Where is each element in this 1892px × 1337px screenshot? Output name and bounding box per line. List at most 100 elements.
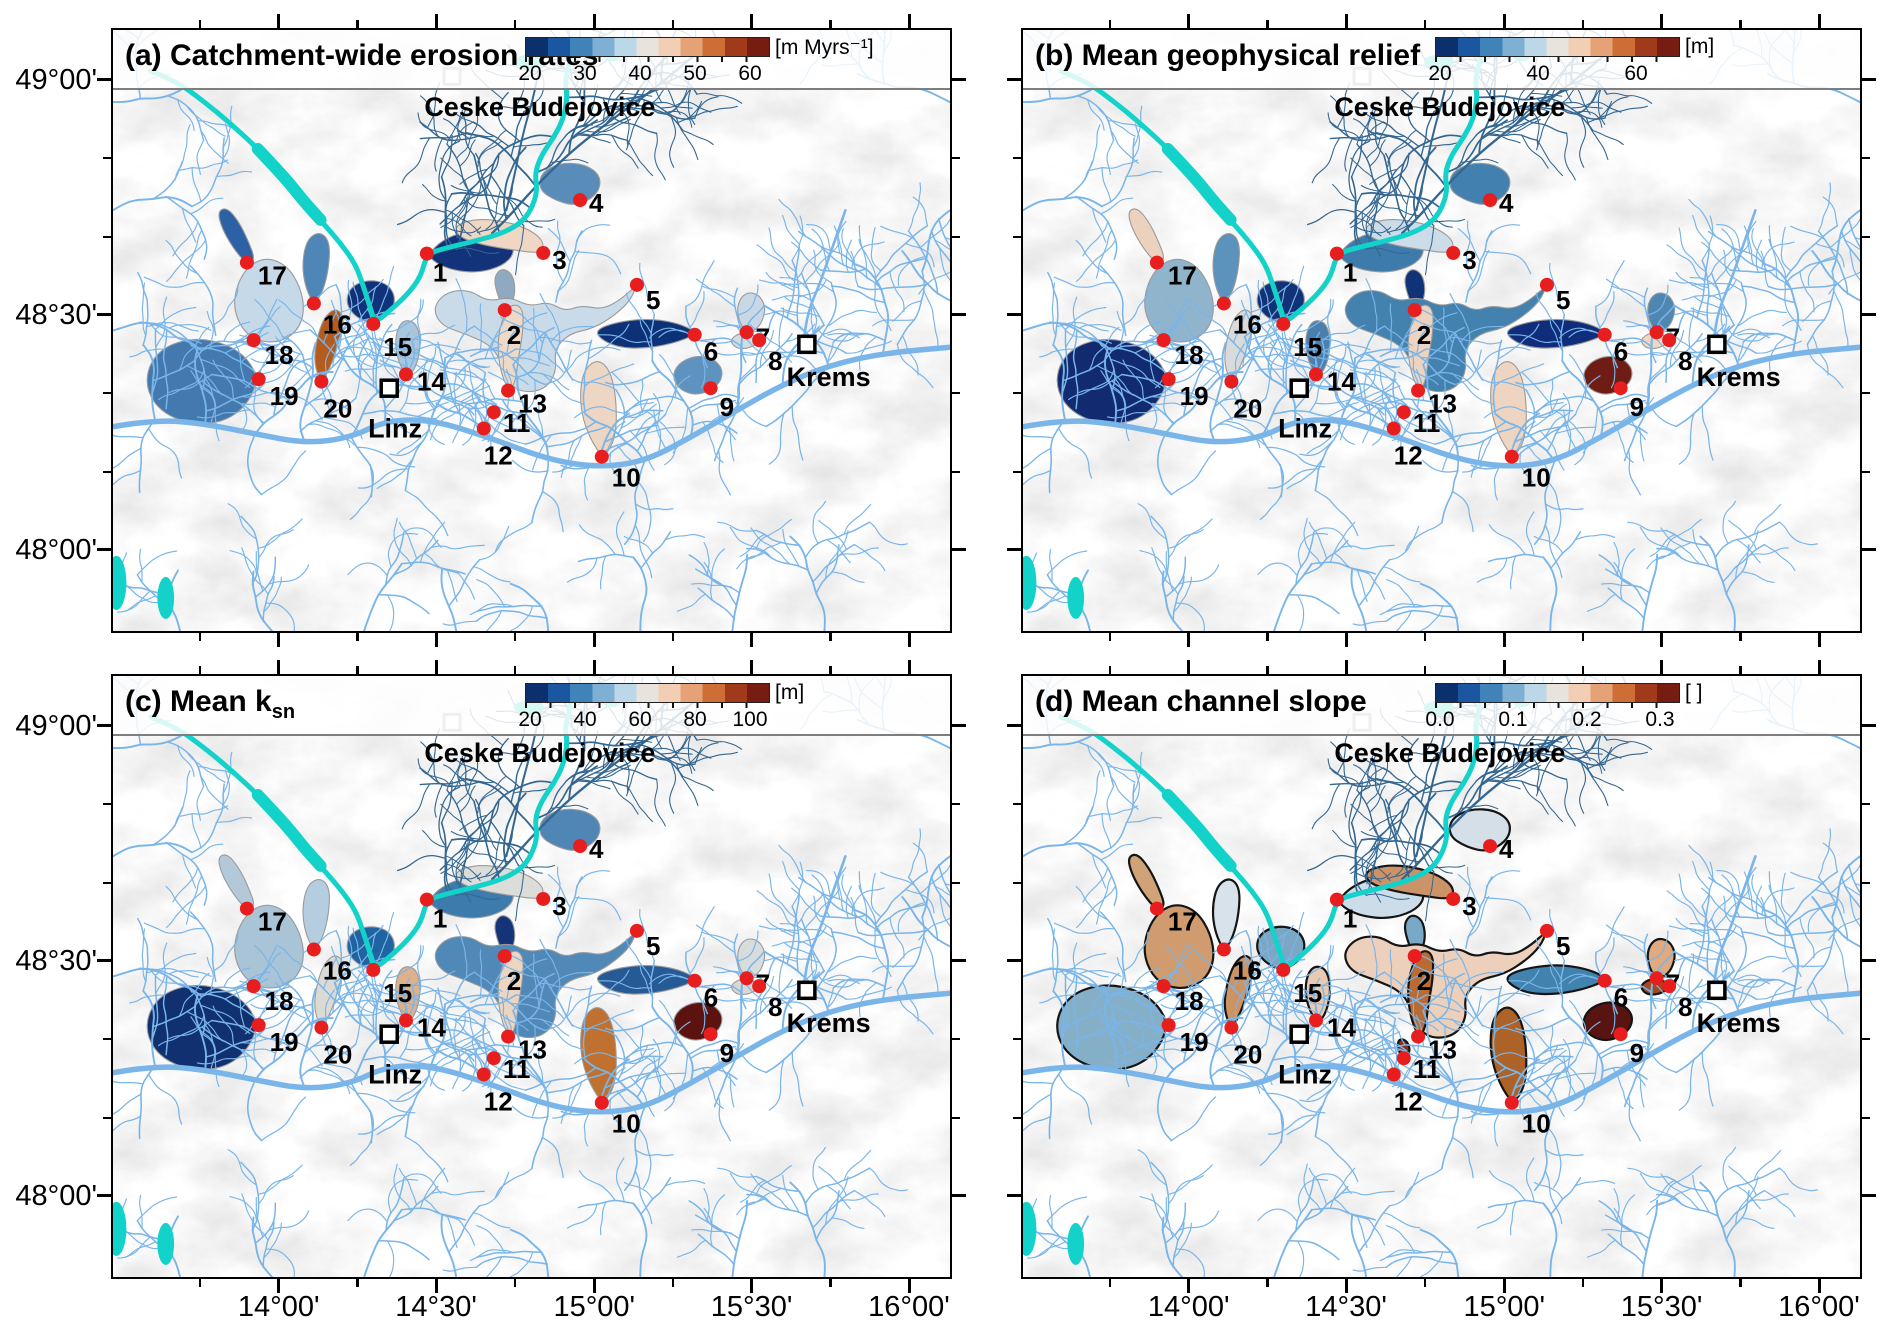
sample-point-label-10: 10 [1522, 1109, 1551, 1139]
axis-tick [592, 633, 596, 647]
axis-tick [1266, 633, 1269, 641]
axis-tick [1862, 1037, 1870, 1041]
axis-tick [1266, 666, 1269, 674]
sample-point-dot-1 [419, 892, 434, 907]
lake [1067, 576, 1085, 619]
axis-tick [103, 802, 111, 806]
axis-tick [513, 666, 517, 674]
axis-tick [952, 881, 960, 884]
axis-tick [1660, 660, 1664, 674]
axis-tick [592, 660, 596, 674]
axis-tick [103, 881, 111, 884]
sample-point-label-8: 8 [1678, 346, 1692, 376]
sample-point-label-9: 9 [720, 392, 734, 422]
sample-point-dot-16 [1216, 296, 1231, 311]
sample-point-dot-3 [536, 891, 551, 906]
sample-point-dot-6 [1597, 973, 1612, 988]
axis-tick [1007, 548, 1021, 552]
sample-point-label-8: 8 [768, 346, 782, 376]
sample-point-dot-4 [573, 839, 588, 854]
catchment-4 [1449, 162, 1511, 205]
vltava-river [148, 682, 575, 969]
axis-tick [1013, 1116, 1021, 1119]
sample-point-dot-13 [501, 383, 516, 398]
sample-point-label-11: 11 [1413, 1054, 1441, 1084]
title-band-a: (a) Catchment-wide erosion rates 20 30 40 50… [113, 30, 950, 90]
sample-point-label-6: 6 [704, 337, 718, 367]
x-axis-label-0: 14°00' [237, 1291, 320, 1323]
axis-tick [671, 20, 675, 28]
axis-tick [907, 633, 911, 647]
sample-point-label-20: 20 [323, 394, 352, 424]
colorbar-tick-label: 40 [1526, 62, 1550, 85]
city-label-krems: Krems [787, 362, 871, 392]
axis-tick [1862, 802, 1870, 806]
sample-point-dot-4 [1483, 193, 1498, 208]
sample-point-label-13: 13 [518, 1035, 547, 1065]
sample-point-label-9: 9 [720, 1038, 734, 1068]
danube-river [1023, 990, 1860, 1115]
catchment-16 [302, 232, 330, 302]
catchment-4 [539, 162, 601, 205]
sample-point-label-11: 11 [503, 408, 530, 438]
colorbar-tick-label: 0.3 [1645, 708, 1675, 731]
axis-tick [1108, 20, 1112, 28]
y-axis-label-1: 48°30' [15, 944, 97, 977]
sample-point-label-18: 18 [1175, 340, 1204, 370]
sample-point-dot-8 [752, 979, 767, 994]
city-label-linz: Linz [1278, 1059, 1332, 1089]
sample-point-label-8: 8 [768, 992, 782, 1022]
sample-point-dot-17 [1149, 255, 1164, 270]
axis-tick [1344, 660, 1348, 674]
sample-point-dot-5 [1539, 923, 1554, 938]
sample-point-label-13: 13 [1428, 1035, 1457, 1065]
sample-point-label-4: 4 [1499, 188, 1514, 218]
sample-point-label-1: 1 [1343, 904, 1357, 934]
axis-tick [97, 959, 111, 963]
sample-point-label-8: 8 [1678, 992, 1692, 1022]
colorbar-c: 20 40 60 80 100 [m] [518, 681, 840, 731]
title-band-b: (b) Mean geophysical relief 20 40 60 [m] [1023, 30, 1860, 90]
catchment-5 [434, 288, 636, 393]
x-axis-label-1: 14°30' [1305, 1291, 1387, 1323]
catchment-13 [1407, 950, 1435, 1036]
axis-tick [952, 724, 966, 728]
sample-point-label-4: 4 [1499, 834, 1514, 864]
axis-tick [1862, 235, 1870, 238]
sample-point-label-15: 15 [1293, 978, 1322, 1008]
axis-tick [1862, 881, 1870, 884]
city-label-linz: Linz [368, 1059, 422, 1089]
sample-point-dot-15 [366, 316, 381, 331]
colorbar-tick-label: 60 [738, 62, 762, 85]
axis-tick [952, 1116, 960, 1119]
lake [113, 555, 127, 610]
sample-point-label-3: 3 [1462, 891, 1476, 921]
axis-tick [1660, 633, 1664, 647]
y-axis-label-1: 48°30' [15, 298, 97, 331]
axis-tick [1013, 156, 1021, 160]
sample-point-dot-17 [239, 255, 254, 270]
axis-tick [1502, 14, 1506, 28]
x-axis-label-2: 15°00' [553, 1291, 636, 1323]
sample-point-dot-8 [1662, 333, 1677, 348]
colorbar-a: 20 30 40 50 60 [m Myrs⁻¹] [518, 36, 873, 85]
sample-point-dot-18 [246, 333, 261, 348]
axis-tick [1423, 1279, 1427, 1287]
axis-tick [1862, 724, 1876, 728]
sample-point-dot-13 [1411, 383, 1426, 398]
axis-tick [1007, 1194, 1021, 1198]
axis-tick [952, 802, 960, 806]
panel-title-b: (b) Mean geophysical relief [1035, 39, 1420, 78]
sample-point-label-1: 1 [433, 258, 447, 288]
sample-point-dot-18 [1156, 979, 1171, 994]
axis-tick [1660, 1279, 1664, 1293]
catchment-4 [1448, 808, 1511, 852]
sample-point-label-18: 18 [1175, 986, 1204, 1016]
colorbar-gradient [525, 683, 770, 703]
x-axis-label-1: 14°30' [395, 1291, 477, 1323]
sample-point-label-6: 6 [704, 983, 718, 1013]
sample-point-dot-20 [314, 374, 329, 389]
axis-tick [671, 1279, 675, 1287]
sample-point-dot-15 [1276, 316, 1291, 331]
sample-point-dot-19 [251, 372, 266, 387]
